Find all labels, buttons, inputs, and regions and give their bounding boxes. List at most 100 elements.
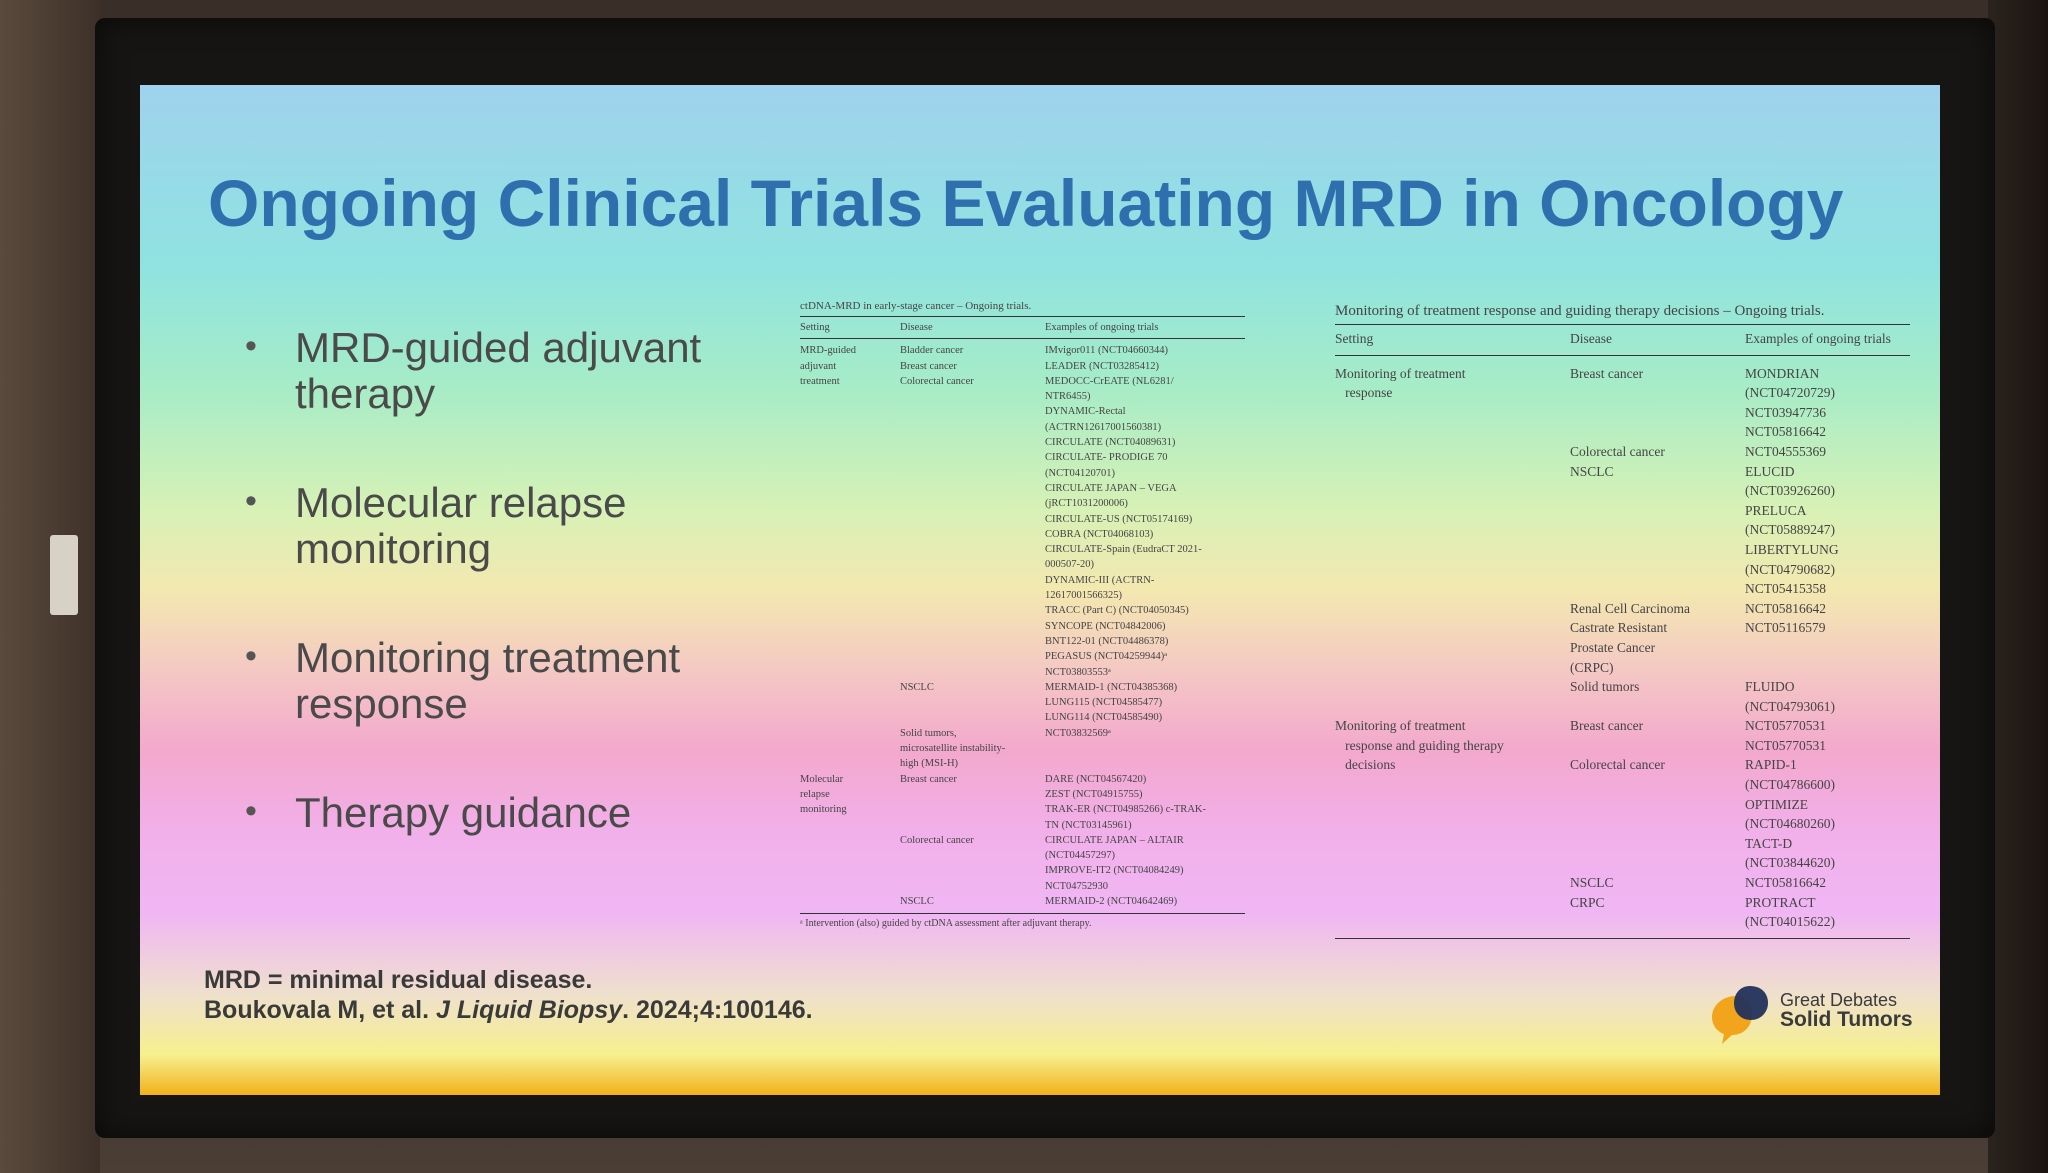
table-cell (1570, 775, 1745, 795)
table-cell (1335, 462, 1570, 482)
table-cell (900, 404, 1045, 419)
table-cell: NSCLC (900, 681, 934, 693)
table-cell: CIRCULATE JAPAN – ALTAIR (1045, 834, 1184, 846)
table-cell (800, 619, 900, 634)
table-cell (1335, 442, 1570, 462)
table-cell: Molecular (800, 773, 844, 785)
table-cell (800, 879, 900, 894)
table-row: NCT04752930 (800, 879, 1245, 894)
table-cell (1045, 741, 1245, 756)
great-debates-logo: Great Debates Solid Tumors (1710, 980, 1940, 1050)
table-cell (800, 466, 900, 481)
table-cell: TRACC (Part C) (NCT04050345) (1045, 605, 1189, 617)
table-cell (1335, 795, 1570, 815)
table-cell (1570, 383, 1745, 403)
table-row: OPTIMIZE (1335, 795, 1910, 815)
table-row: (NCT05889247) (1335, 520, 1910, 540)
table-cell: MERMAID-2 (NCT04642469) (1045, 895, 1178, 907)
table-row: Solid tumors FLUIDO (1335, 677, 1910, 697)
table-cell: Castrate Resistant (1570, 620, 1668, 636)
table-caption: ctDNA-MRD in early-stage cancer – Ongoin… (800, 300, 1245, 317)
table-row: LUNG115 (NCT04585477) (800, 695, 1245, 710)
table-cell: OPTIMIZE (1745, 796, 1808, 812)
table-end-rule (1335, 937, 1910, 939)
table-cell (900, 710, 1045, 725)
table-cell (800, 573, 900, 588)
table-cell: NCT03803553ᵃ (1045, 666, 1111, 678)
table-cell: high (MSI-H) (900, 758, 959, 770)
table-cell: ZEST (NCT04915755) (1045, 788, 1143, 800)
table-cell (1570, 736, 1745, 756)
table-cell (1570, 795, 1745, 815)
speech-bubble-logo-icon (1712, 986, 1768, 1044)
column-header: Setting (1335, 331, 1374, 346)
table-cell: (NCT04786600) (1745, 777, 1835, 793)
table-cell (900, 649, 1045, 664)
table-cell (900, 665, 1045, 680)
table-cell (1335, 618, 1570, 638)
table-cell: DARE (NCT04567420) (1045, 773, 1147, 785)
table-cell (800, 557, 900, 572)
table-cell (800, 420, 900, 435)
table-cell: (CRPC) (1570, 659, 1614, 675)
table-body: Monitoring of treatment Breast cancer MOND… (1335, 364, 1910, 932)
table-cell (1570, 814, 1745, 834)
table-cell: Breast cancer (1570, 718, 1644, 734)
table-row: (NCT04457297) (800, 848, 1245, 863)
table-cell (800, 496, 900, 511)
table-cell (900, 603, 1045, 618)
table-cell: NCT05770531 (1745, 718, 1826, 734)
table-cell: CRPC (1570, 894, 1605, 910)
bullet-item: Monitoring treatment response (245, 633, 855, 727)
table-cell (800, 818, 900, 833)
table-row: (NCT04680260) (1335, 814, 1910, 834)
table-header-row: Setting Disease Examples of ongoing tria… (1335, 325, 1910, 356)
table-cell (900, 634, 1045, 649)
table-cell: CIRCULATE (NCT04089631) (1045, 437, 1176, 449)
table-row: (NCT04120701) (800, 466, 1245, 481)
table-row: PEGASUS (NCT04259944)ᵃ (800, 649, 1245, 664)
table-row: (NCT03926260) (1335, 481, 1910, 501)
citation-details: . 2024;4:100146. (622, 996, 813, 1024)
table-cell (800, 588, 900, 603)
table-row: CIRCULATE JAPAN – VEGA (800, 481, 1245, 496)
table-cell: Colorectal cancer (1570, 443, 1665, 459)
table-early-stage: ctDNA-MRD in early-stage cancer – Ongoin… (800, 300, 1245, 929)
table-cell (1335, 677, 1570, 697)
table-cell: NCT05816642 (1745, 875, 1826, 891)
table-cell: NCT03832569ᵃ (1045, 727, 1111, 739)
table-cell: ELUCID (1745, 463, 1795, 479)
table-cell: Monitoring of treatment (1335, 365, 1466, 381)
table-cell (900, 450, 1045, 465)
table-cell: (NCT04457297) (1045, 850, 1115, 862)
table-cell: (NCT04015622) (1745, 914, 1835, 930)
table-cell: MERMAID-1 (NCT04385368) (1045, 681, 1178, 693)
bullet-item: Molecular relapse monitoring (245, 478, 775, 572)
table-cell (1570, 501, 1745, 521)
table-row: Solid tumors, NCT03832569ᵃ (800, 726, 1245, 741)
table-cell (1335, 520, 1570, 540)
table-cell: (NCT03844620) (1745, 855, 1835, 871)
table-cell (1335, 893, 1570, 913)
table-cell: Renal Cell Carcinoma (1570, 600, 1690, 616)
table-cell (800, 863, 900, 878)
table-cell (800, 680, 900, 695)
table-cell: (jRCT1031200006) (1045, 498, 1128, 510)
table-cell: Bladder cancer (900, 345, 964, 357)
table-cell (1335, 501, 1570, 521)
table-row: TACT-D (1335, 834, 1910, 854)
citation-journal: J Liquid Biopsy (436, 996, 623, 1024)
table-row: CIRCULATE (NCT04089631) (800, 435, 1245, 450)
table-cell (1335, 638, 1570, 658)
table-cell (1570, 481, 1745, 501)
table-cell: NSCLC (900, 895, 934, 907)
table-cell: NCT03947736 (1745, 404, 1826, 420)
table-cell (800, 435, 900, 450)
table-cell: LEADER (NCT03285412) (1045, 360, 1160, 372)
table-cell: NTR6455) (1045, 391, 1091, 403)
table-row: 12617001566325) (800, 588, 1245, 603)
table-row: TN (NCT03145961) (800, 818, 1245, 833)
column-header: Examples of ongoing trials (1745, 331, 1891, 346)
table-row: 000507-20) (800, 557, 1245, 572)
table-cell: NCT04555369 (1745, 443, 1826, 459)
